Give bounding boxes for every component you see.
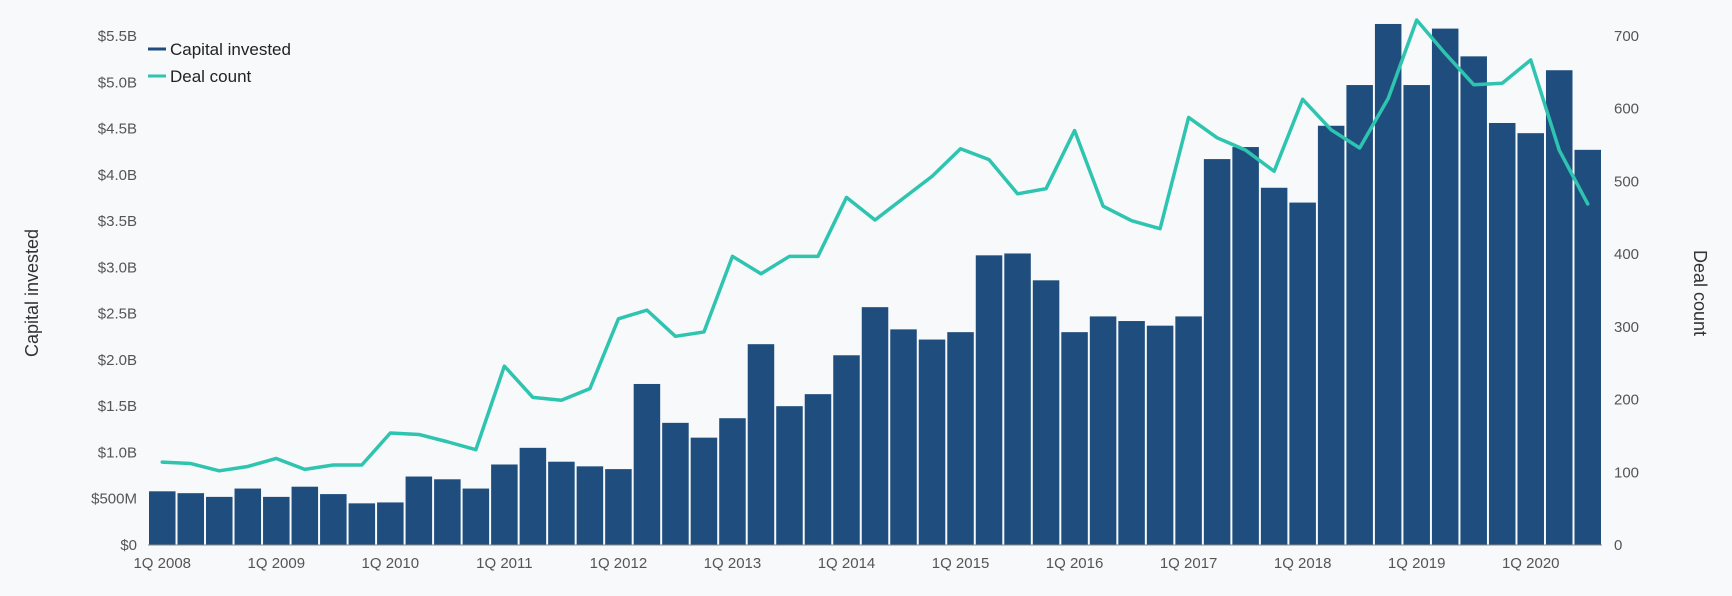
bar-2q-2009 xyxy=(291,486,319,545)
right-tick-label: 0 xyxy=(1614,537,1622,554)
bar-3q-2012 xyxy=(662,422,689,545)
bar-3q-2011 xyxy=(548,461,575,545)
bar-4q-2019 xyxy=(1488,122,1516,546)
bar-1q-2019 xyxy=(1403,85,1430,546)
bar-4q-2013 xyxy=(804,394,832,545)
left-tick-label: $1.5B xyxy=(98,398,137,415)
bar-4q-2011 xyxy=(576,466,604,545)
legend: Capital invested Deal count xyxy=(148,40,291,86)
legend-label-deal-count: Deal count xyxy=(170,67,252,86)
bar-2q-2018 xyxy=(1317,125,1345,546)
bar-3q-2009 xyxy=(320,494,347,545)
left-tick-label: $3.0B xyxy=(98,259,137,276)
x-tick-label: 1Q 2020 xyxy=(1502,555,1560,572)
bar-4q-2018 xyxy=(1374,23,1402,546)
bar-3q-2019 xyxy=(1460,56,1487,546)
bar-4q-2017 xyxy=(1260,187,1288,545)
bar-3q-2010 xyxy=(434,479,461,545)
bar-2q-2014 xyxy=(861,307,889,545)
bar-4q-2016 xyxy=(1146,325,1174,545)
right-tick-label: 200 xyxy=(1614,392,1639,409)
bar-1q-2010 xyxy=(377,502,404,545)
bar-4q-2009 xyxy=(348,503,376,545)
left-tick-label: $2.0B xyxy=(98,352,137,369)
bar-1q-2012 xyxy=(605,469,632,545)
right-tick-label: 700 xyxy=(1614,28,1639,45)
right-tick-label: 600 xyxy=(1614,101,1639,118)
bar-4q-2015 xyxy=(1032,280,1060,545)
bar-2q-2020 xyxy=(1545,70,1573,546)
x-tick-label: 1Q 2011 xyxy=(476,555,532,572)
bar-4q-2010 xyxy=(462,488,490,545)
left-tick-label: $3.5B xyxy=(98,213,137,230)
bar-3q-2018 xyxy=(1346,85,1373,546)
bar-2q-2008 xyxy=(177,493,205,545)
left-tick-label: $1.0B xyxy=(98,444,137,461)
bar-series-capital-invested xyxy=(149,23,1601,546)
x-tick-label: 1Q 2019 xyxy=(1388,555,1446,572)
bar-3q-2008 xyxy=(206,496,233,545)
right-axis-title: Deal count xyxy=(1690,250,1710,336)
line-series-deal-count xyxy=(160,18,1590,473)
bar-1q-2017 xyxy=(1175,316,1202,545)
bar-2q-2011 xyxy=(519,447,547,545)
bar-1q-2009 xyxy=(263,496,290,545)
bar-3q-2015 xyxy=(1004,253,1031,546)
x-tick-label: 1Q 2012 xyxy=(590,555,648,572)
deal-count-line xyxy=(160,18,1590,473)
bar-2q-2016 xyxy=(1089,316,1117,545)
x-axis-tick-labels: 1Q 2008 1Q 2009 1Q 2010 1Q 2011 1Q 2012 1Q 20… xyxy=(133,555,1559,572)
bar-3q-2014 xyxy=(890,329,917,545)
bar-1q-2020 xyxy=(1517,133,1544,546)
x-tick-label: 1Q 2015 xyxy=(932,555,990,572)
bar-4q-2014 xyxy=(918,339,946,545)
bar-2q-2017 xyxy=(1203,159,1231,545)
bar-1q-2015 xyxy=(947,332,974,545)
bar-1q-2011 xyxy=(491,464,518,545)
left-tick-label: $4.5B xyxy=(98,121,137,138)
left-tick-label: $4.0B xyxy=(98,167,137,184)
bar-1q-2018 xyxy=(1289,202,1316,545)
right-tick-label: 100 xyxy=(1614,464,1639,481)
x-tick-label: 1Q 2008 xyxy=(133,555,191,572)
right-tick-label: 400 xyxy=(1614,246,1639,263)
left-tick-label: $2.5B xyxy=(98,306,137,323)
bar-3q-2020 xyxy=(1574,149,1601,545)
x-tick-label: 1Q 2016 xyxy=(1046,555,1104,572)
bar-3q-2016 xyxy=(1118,321,1145,545)
x-tick-label: 1Q 2018 xyxy=(1274,555,1332,572)
bar-1q-2008 xyxy=(149,491,176,545)
bar-1q-2013 xyxy=(719,418,746,545)
bar-2q-2019 xyxy=(1431,28,1459,546)
bar-1q-2014 xyxy=(833,355,860,545)
bar-2q-2013 xyxy=(747,344,775,545)
right-tick-label: 500 xyxy=(1614,173,1639,190)
left-axis-title: Capital invested xyxy=(22,229,42,357)
left-tick-label: $5.0B xyxy=(98,74,137,91)
bar-2q-2010 xyxy=(405,476,433,545)
legend-label-capital-invested: Capital invested xyxy=(170,40,291,59)
right-axis-tick-labels: 0 100 200 300 400 500 600 700 xyxy=(1614,28,1639,554)
bar-2q-2012 xyxy=(633,383,661,545)
left-tick-label: $500M xyxy=(91,491,137,508)
bar-2q-2015 xyxy=(975,255,1003,545)
bar-3q-2017 xyxy=(1232,147,1259,546)
left-axis-tick-labels: $0 $500M $1.0B $1.5B $2.0B $2.5B $3.0B $3.5B $4.… xyxy=(91,28,137,554)
left-tick-label: $5.5B xyxy=(98,28,137,45)
right-tick-label: 300 xyxy=(1614,319,1639,336)
bar-4q-2008 xyxy=(234,488,262,545)
left-tick-label: $0 xyxy=(120,537,137,554)
x-tick-label: 1Q 2009 xyxy=(248,555,306,572)
bar-4q-2012 xyxy=(690,437,718,545)
x-tick-label: 1Q 2010 xyxy=(362,555,420,572)
bar-3q-2013 xyxy=(776,406,803,545)
x-tick-label: 1Q 2013 xyxy=(704,555,762,572)
x-tick-label: 1Q 2014 xyxy=(818,555,876,572)
bar-1q-2016 xyxy=(1061,332,1088,545)
x-tick-label: 1Q 2017 xyxy=(1160,555,1218,572)
